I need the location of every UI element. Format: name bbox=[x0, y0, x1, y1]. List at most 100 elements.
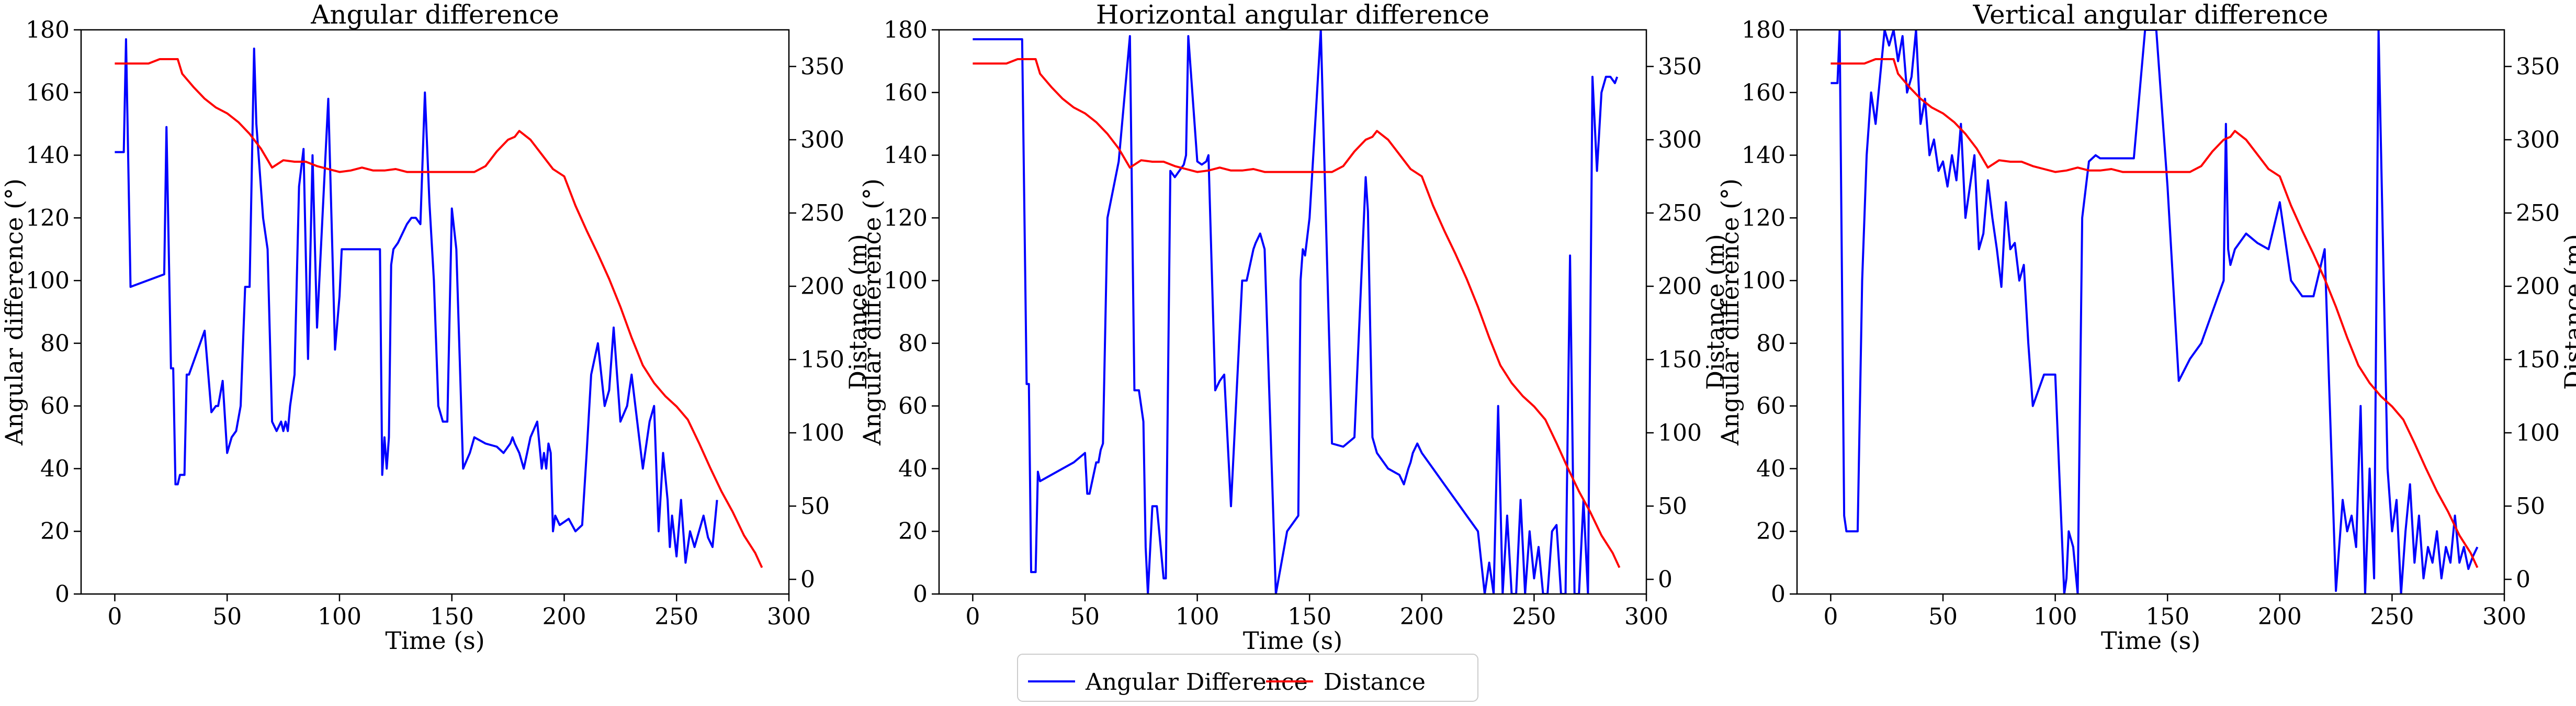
y-left-tick-label: 100 bbox=[1742, 267, 1786, 294]
y-right-tick-label: 250 bbox=[2516, 200, 2560, 227]
plot-frame bbox=[1796, 29, 2505, 595]
y-right-tick-label: 100 bbox=[800, 420, 844, 446]
x-tick-label: 300 bbox=[1624, 603, 1668, 630]
y-left-tick-label: 180 bbox=[1742, 17, 1786, 43]
x-tick-label: 250 bbox=[1512, 603, 1556, 630]
y-left-tick-label: 120 bbox=[26, 205, 70, 231]
x-tick-label: 100 bbox=[318, 603, 361, 630]
y-left-tick-label: 60 bbox=[1756, 393, 1786, 420]
x-axis-label: Time (s) bbox=[385, 626, 484, 655]
x-tick-label: 200 bbox=[2258, 603, 2302, 630]
x-tick-label: 300 bbox=[2482, 603, 2526, 630]
y-left-tick-label: 100 bbox=[884, 267, 928, 294]
y-left-tick-label: 20 bbox=[40, 518, 70, 545]
y-left-axis-label: Angular difference (°) bbox=[1716, 178, 1744, 446]
x-tick-label: 200 bbox=[1400, 603, 1444, 630]
y-left-tick-label: 40 bbox=[898, 455, 928, 482]
y-right-tick-label: 300 bbox=[2516, 127, 2560, 153]
x-tick-label: 250 bbox=[654, 603, 698, 630]
y-left-tick-label: 180 bbox=[884, 17, 928, 43]
y-right-tick-label: 0 bbox=[1658, 566, 1673, 593]
y-left-tick-label: 80 bbox=[898, 330, 928, 357]
x-tick-label: 50 bbox=[1928, 603, 1958, 630]
y-left-tick-label: 20 bbox=[1756, 518, 1786, 545]
y-left-tick-label: 40 bbox=[1756, 455, 1786, 482]
y-right-tick-label: 0 bbox=[2516, 566, 2530, 593]
plot-frame bbox=[938, 29, 1647, 595]
chart-title: Angular difference bbox=[310, 0, 559, 30]
series-line-angular-difference bbox=[1831, 30, 2479, 594]
y-left-tick-label: 100 bbox=[26, 267, 70, 294]
y-left-tick-label: 0 bbox=[1771, 581, 1786, 608]
x-tick-label: 150 bbox=[1287, 603, 1331, 630]
y-left-tick-label: 140 bbox=[1742, 142, 1786, 169]
y-left-tick-label: 40 bbox=[40, 455, 70, 482]
y-right-tick-label: 50 bbox=[1658, 493, 1687, 520]
y-right-tick-label: 150 bbox=[1658, 346, 1702, 373]
series-line-distance bbox=[973, 58, 1621, 568]
y-right-tick-label: 350 bbox=[1658, 53, 1702, 80]
y-right-tick-label: 350 bbox=[800, 53, 844, 80]
y-right-tick-label: 100 bbox=[1658, 420, 1702, 446]
y-right-tick-label: 350 bbox=[2516, 53, 2560, 80]
y-right-axis-label: Distance (m) bbox=[2559, 234, 2576, 390]
y-right-tick-label: 200 bbox=[1658, 273, 1702, 300]
chart-panel-3: 0 50 100 150 200 250 300 0 20 40 60 80 100 120 140 160 1… bbox=[1716, 0, 2576, 655]
y-left-tick-label: 60 bbox=[40, 393, 70, 420]
y-left-tick-label: 120 bbox=[1742, 205, 1786, 231]
x-tick-label: 50 bbox=[1070, 603, 1100, 630]
y-right-tick-label: 250 bbox=[800, 200, 844, 227]
x-axis-label: Time (s) bbox=[1243, 626, 1342, 655]
chart-panel-1: 0 50 100 150 200 250 300 0 20 40 60 80 100 120 140 160 1… bbox=[0, 0, 872, 655]
x-tick-label: 50 bbox=[212, 603, 242, 630]
y-left-tick-label: 0 bbox=[913, 581, 928, 608]
y-right-tick-label: 0 bbox=[800, 566, 815, 593]
x-tick-label: 0 bbox=[107, 603, 122, 630]
y-left-tick-label: 160 bbox=[1742, 80, 1786, 106]
y-left-tick-label: 60 bbox=[898, 393, 928, 420]
y-right-tick-label: 150 bbox=[800, 346, 844, 373]
x-tick-label: 0 bbox=[965, 603, 980, 630]
y-right-tick-label: 200 bbox=[2516, 273, 2560, 300]
y-right-tick-label: 100 bbox=[2516, 420, 2560, 446]
legend-frame bbox=[1017, 654, 1478, 702]
y-left-tick-label: 140 bbox=[26, 142, 70, 169]
x-tick-label: 100 bbox=[2033, 603, 2077, 630]
chart-title: Horizontal angular difference bbox=[1096, 0, 1489, 30]
plot-frame bbox=[80, 29, 790, 595]
y-right-axis-label: Distance (m) bbox=[1701, 234, 1730, 390]
y-right-tick-label: 150 bbox=[2516, 346, 2560, 373]
x-tick-label: 100 bbox=[1176, 603, 1219, 630]
y-right-axis-label: Distance (m) bbox=[844, 234, 872, 390]
y-left-tick-label: 0 bbox=[55, 581, 70, 608]
y-left-axis-label: Angular difference (°) bbox=[0, 178, 28, 446]
legend: Angular Difference Distance bbox=[1017, 654, 1478, 702]
x-tick-label: 200 bbox=[542, 603, 586, 630]
y-left-tick-label: 80 bbox=[1756, 330, 1786, 357]
x-tick-label: 150 bbox=[430, 603, 474, 630]
series-line-distance bbox=[1831, 58, 2479, 568]
y-right-tick-label: 50 bbox=[2516, 493, 2545, 520]
y-left-tick-label: 20 bbox=[898, 518, 928, 545]
y-right-tick-label: 200 bbox=[800, 273, 844, 300]
y-left-tick-label: 180 bbox=[26, 17, 70, 43]
series-line-angular-difference bbox=[115, 38, 718, 564]
x-axis-label: Time (s) bbox=[2101, 626, 2200, 655]
y-left-tick-label: 160 bbox=[26, 80, 70, 106]
x-tick-label: 0 bbox=[1823, 603, 1838, 630]
chart-panel-2: 0 50 100 150 200 250 300 0 20 40 60 80 100 120 140 160 1… bbox=[858, 0, 1730, 655]
y-left-axis-label: Angular difference (°) bbox=[858, 178, 886, 446]
x-tick-label: 150 bbox=[2145, 603, 2189, 630]
y-right-tick-label: 250 bbox=[1658, 200, 1702, 227]
y-left-tick-label: 140 bbox=[884, 142, 928, 169]
y-left-tick-label: 160 bbox=[884, 80, 928, 106]
y-right-tick-label: 300 bbox=[1658, 127, 1702, 153]
y-right-tick-label: 300 bbox=[800, 127, 844, 153]
series-line-distance bbox=[115, 58, 763, 568]
x-tick-label: 300 bbox=[767, 603, 811, 630]
y-right-tick-label: 50 bbox=[800, 493, 830, 520]
chart-title: Vertical angular difference bbox=[1972, 0, 2328, 30]
x-tick-label: 250 bbox=[2370, 603, 2414, 630]
y-left-tick-label: 80 bbox=[40, 330, 70, 357]
